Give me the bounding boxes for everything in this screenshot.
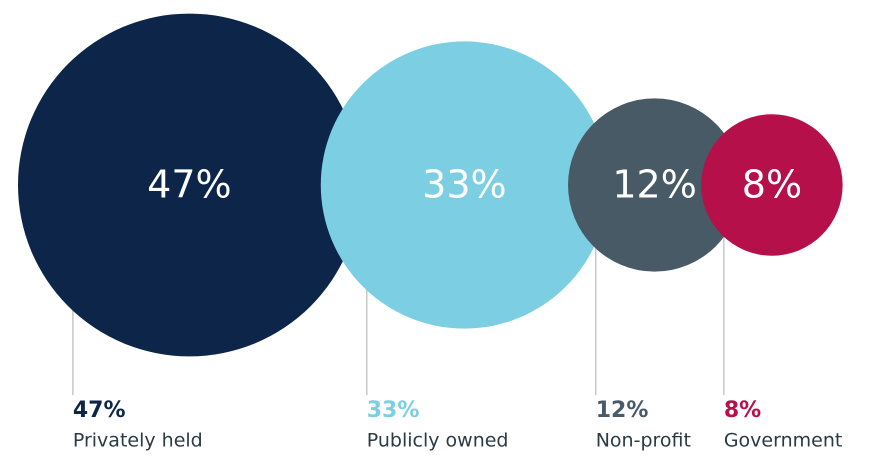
category-label: Government — [724, 430, 843, 452]
category-label: Publicly owned — [367, 430, 509, 452]
value-label: 12% — [596, 398, 649, 423]
bubble — [18, 13, 361, 357]
category-label: Non-profit — [596, 430, 691, 452]
bubble-label: 33% — [422, 163, 506, 207]
bubble — [320, 41, 609, 329]
bubble-label: 12% — [612, 163, 696, 207]
value-label: 47% — [73, 398, 126, 423]
bubble — [568, 98, 742, 272]
value-label: 33% — [367, 398, 420, 423]
value-label: 8% — [724, 398, 761, 423]
bubble-label: 8% — [742, 163, 802, 207]
bubble-label: 47% — [147, 163, 231, 207]
bubble — [701, 114, 843, 256]
category-label: Privately held — [73, 430, 203, 452]
